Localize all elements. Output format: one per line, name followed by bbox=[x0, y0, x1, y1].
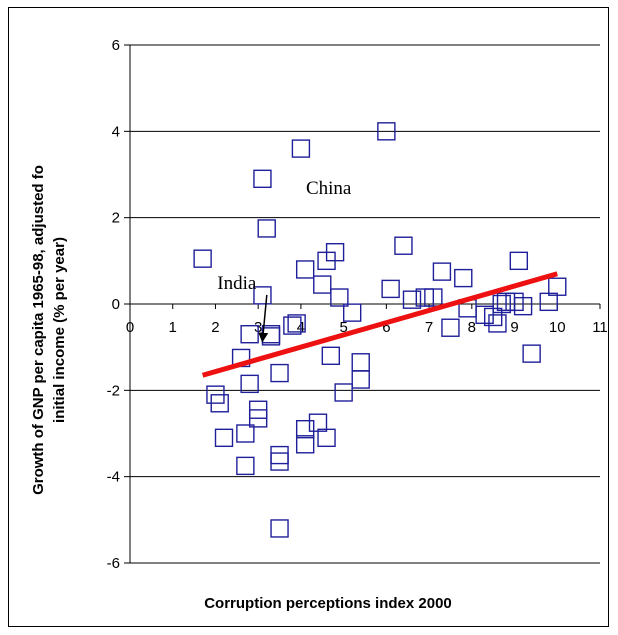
data-point bbox=[441, 318, 460, 337]
annotation-china: China bbox=[306, 178, 352, 199]
data-point bbox=[424, 288, 443, 307]
data-point bbox=[377, 122, 396, 141]
x-tick-label: 2 bbox=[211, 319, 219, 336]
y-tick-label: -2 bbox=[107, 382, 120, 399]
data-point bbox=[295, 419, 315, 439]
x-axis-title: Corruption perceptions index 2000 bbox=[204, 595, 452, 612]
data-point bbox=[330, 288, 349, 307]
data-point bbox=[210, 394, 229, 413]
annotation-arrow bbox=[258, 294, 269, 343]
data-point bbox=[325, 242, 345, 262]
data-point bbox=[317, 428, 336, 448]
data-point bbox=[253, 169, 272, 189]
y-tick-label: 4 bbox=[112, 123, 120, 140]
annotation-india: India bbox=[217, 273, 257, 294]
data-point bbox=[394, 236, 413, 255]
annotations: China India bbox=[217, 178, 352, 343]
x-tick-label: 11 bbox=[592, 319, 608, 336]
y-tick-label: 6 bbox=[112, 37, 120, 54]
data-point bbox=[236, 424, 255, 443]
data-point bbox=[270, 452, 289, 471]
data-point bbox=[270, 519, 289, 538]
data-point bbox=[492, 294, 511, 314]
x-tick-label: 5 bbox=[339, 319, 347, 336]
data-point bbox=[381, 279, 400, 299]
data-point bbox=[513, 296, 533, 316]
data-points bbox=[193, 122, 567, 538]
data-point bbox=[402, 290, 422, 309]
y-tick-label: -4 bbox=[107, 469, 120, 486]
data-point bbox=[522, 344, 541, 363]
chart-frame bbox=[8, 7, 609, 627]
data-point bbox=[248, 409, 268, 428]
x-tick-label: 7 bbox=[425, 319, 433, 336]
data-point bbox=[313, 275, 332, 294]
x-tick-label: 0 bbox=[126, 319, 134, 336]
trend-line bbox=[201, 271, 558, 378]
data-point bbox=[257, 219, 276, 238]
x-tick-label: 9 bbox=[510, 319, 518, 336]
data-point bbox=[351, 353, 370, 372]
x-tick-label: 8 bbox=[468, 319, 476, 336]
data-point bbox=[283, 316, 302, 335]
data-point bbox=[342, 303, 362, 322]
data-point bbox=[287, 314, 306, 333]
data-point bbox=[291, 139, 311, 158]
data-point bbox=[432, 262, 452, 281]
data-point bbox=[321, 346, 341, 365]
x-tick-label: 10 bbox=[549, 319, 566, 336]
data-point bbox=[295, 260, 315, 279]
x-tick-label: 1 bbox=[169, 319, 177, 336]
data-point bbox=[295, 435, 315, 454]
data-point bbox=[240, 325, 259, 344]
y-tick-label: 2 bbox=[112, 210, 120, 227]
data-point bbox=[548, 277, 567, 296]
gridlines bbox=[130, 44, 600, 564]
y-tick-label: -6 bbox=[107, 555, 120, 572]
y-axis-title-line-2: initial income (% per year) bbox=[51, 237, 68, 423]
y-axis-title-line-1: Growth of GNP per capita 1965-98, adjust… bbox=[30, 165, 47, 495]
x-tick-label: 6 bbox=[382, 319, 390, 336]
data-point bbox=[488, 314, 507, 333]
data-point bbox=[253, 286, 272, 305]
data-point bbox=[270, 363, 289, 383]
data-point bbox=[236, 456, 255, 476]
data-point bbox=[351, 370, 370, 389]
data-point bbox=[214, 428, 234, 448]
data-point bbox=[454, 268, 473, 288]
data-point bbox=[334, 383, 353, 402]
data-point bbox=[193, 249, 212, 268]
data-point bbox=[270, 445, 289, 465]
y-tick-label: 0 bbox=[112, 296, 120, 313]
data-point bbox=[240, 374, 259, 394]
data-point bbox=[509, 251, 529, 271]
